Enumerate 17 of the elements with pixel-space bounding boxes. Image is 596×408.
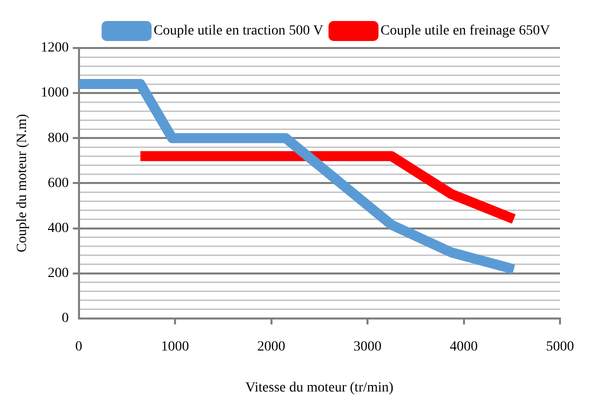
- x-tick-label: 5000: [546, 339, 574, 354]
- x-tick-label: 3000: [354, 339, 382, 354]
- x-tick-label: 4000: [450, 339, 478, 354]
- y-tick-label: 0: [62, 311, 69, 326]
- y-tick-label: 600: [48, 176, 69, 191]
- y-tick-label: 1000: [40, 86, 69, 101]
- y-tick-label: 200: [48, 266, 69, 282]
- x-tick-label: 2000: [257, 339, 286, 354]
- y-tick-label: 1200: [40, 40, 69, 56]
- y-tick-label: 400: [48, 220, 69, 236]
- legend-label: Couple utile en traction 500 V: [154, 24, 324, 39]
- x-tick-label: 0: [75, 339, 82, 354]
- y-tick-label: 800: [48, 130, 69, 146]
- y-axis-title: Couple du moteur (N.m): [15, 114, 30, 252]
- legend-label: Couple utile en freinage 650V: [380, 24, 550, 39]
- x-axis-title: Vitesse du moteur (tr/min): [245, 380, 394, 396]
- x-tick-label: 1000: [161, 339, 190, 354]
